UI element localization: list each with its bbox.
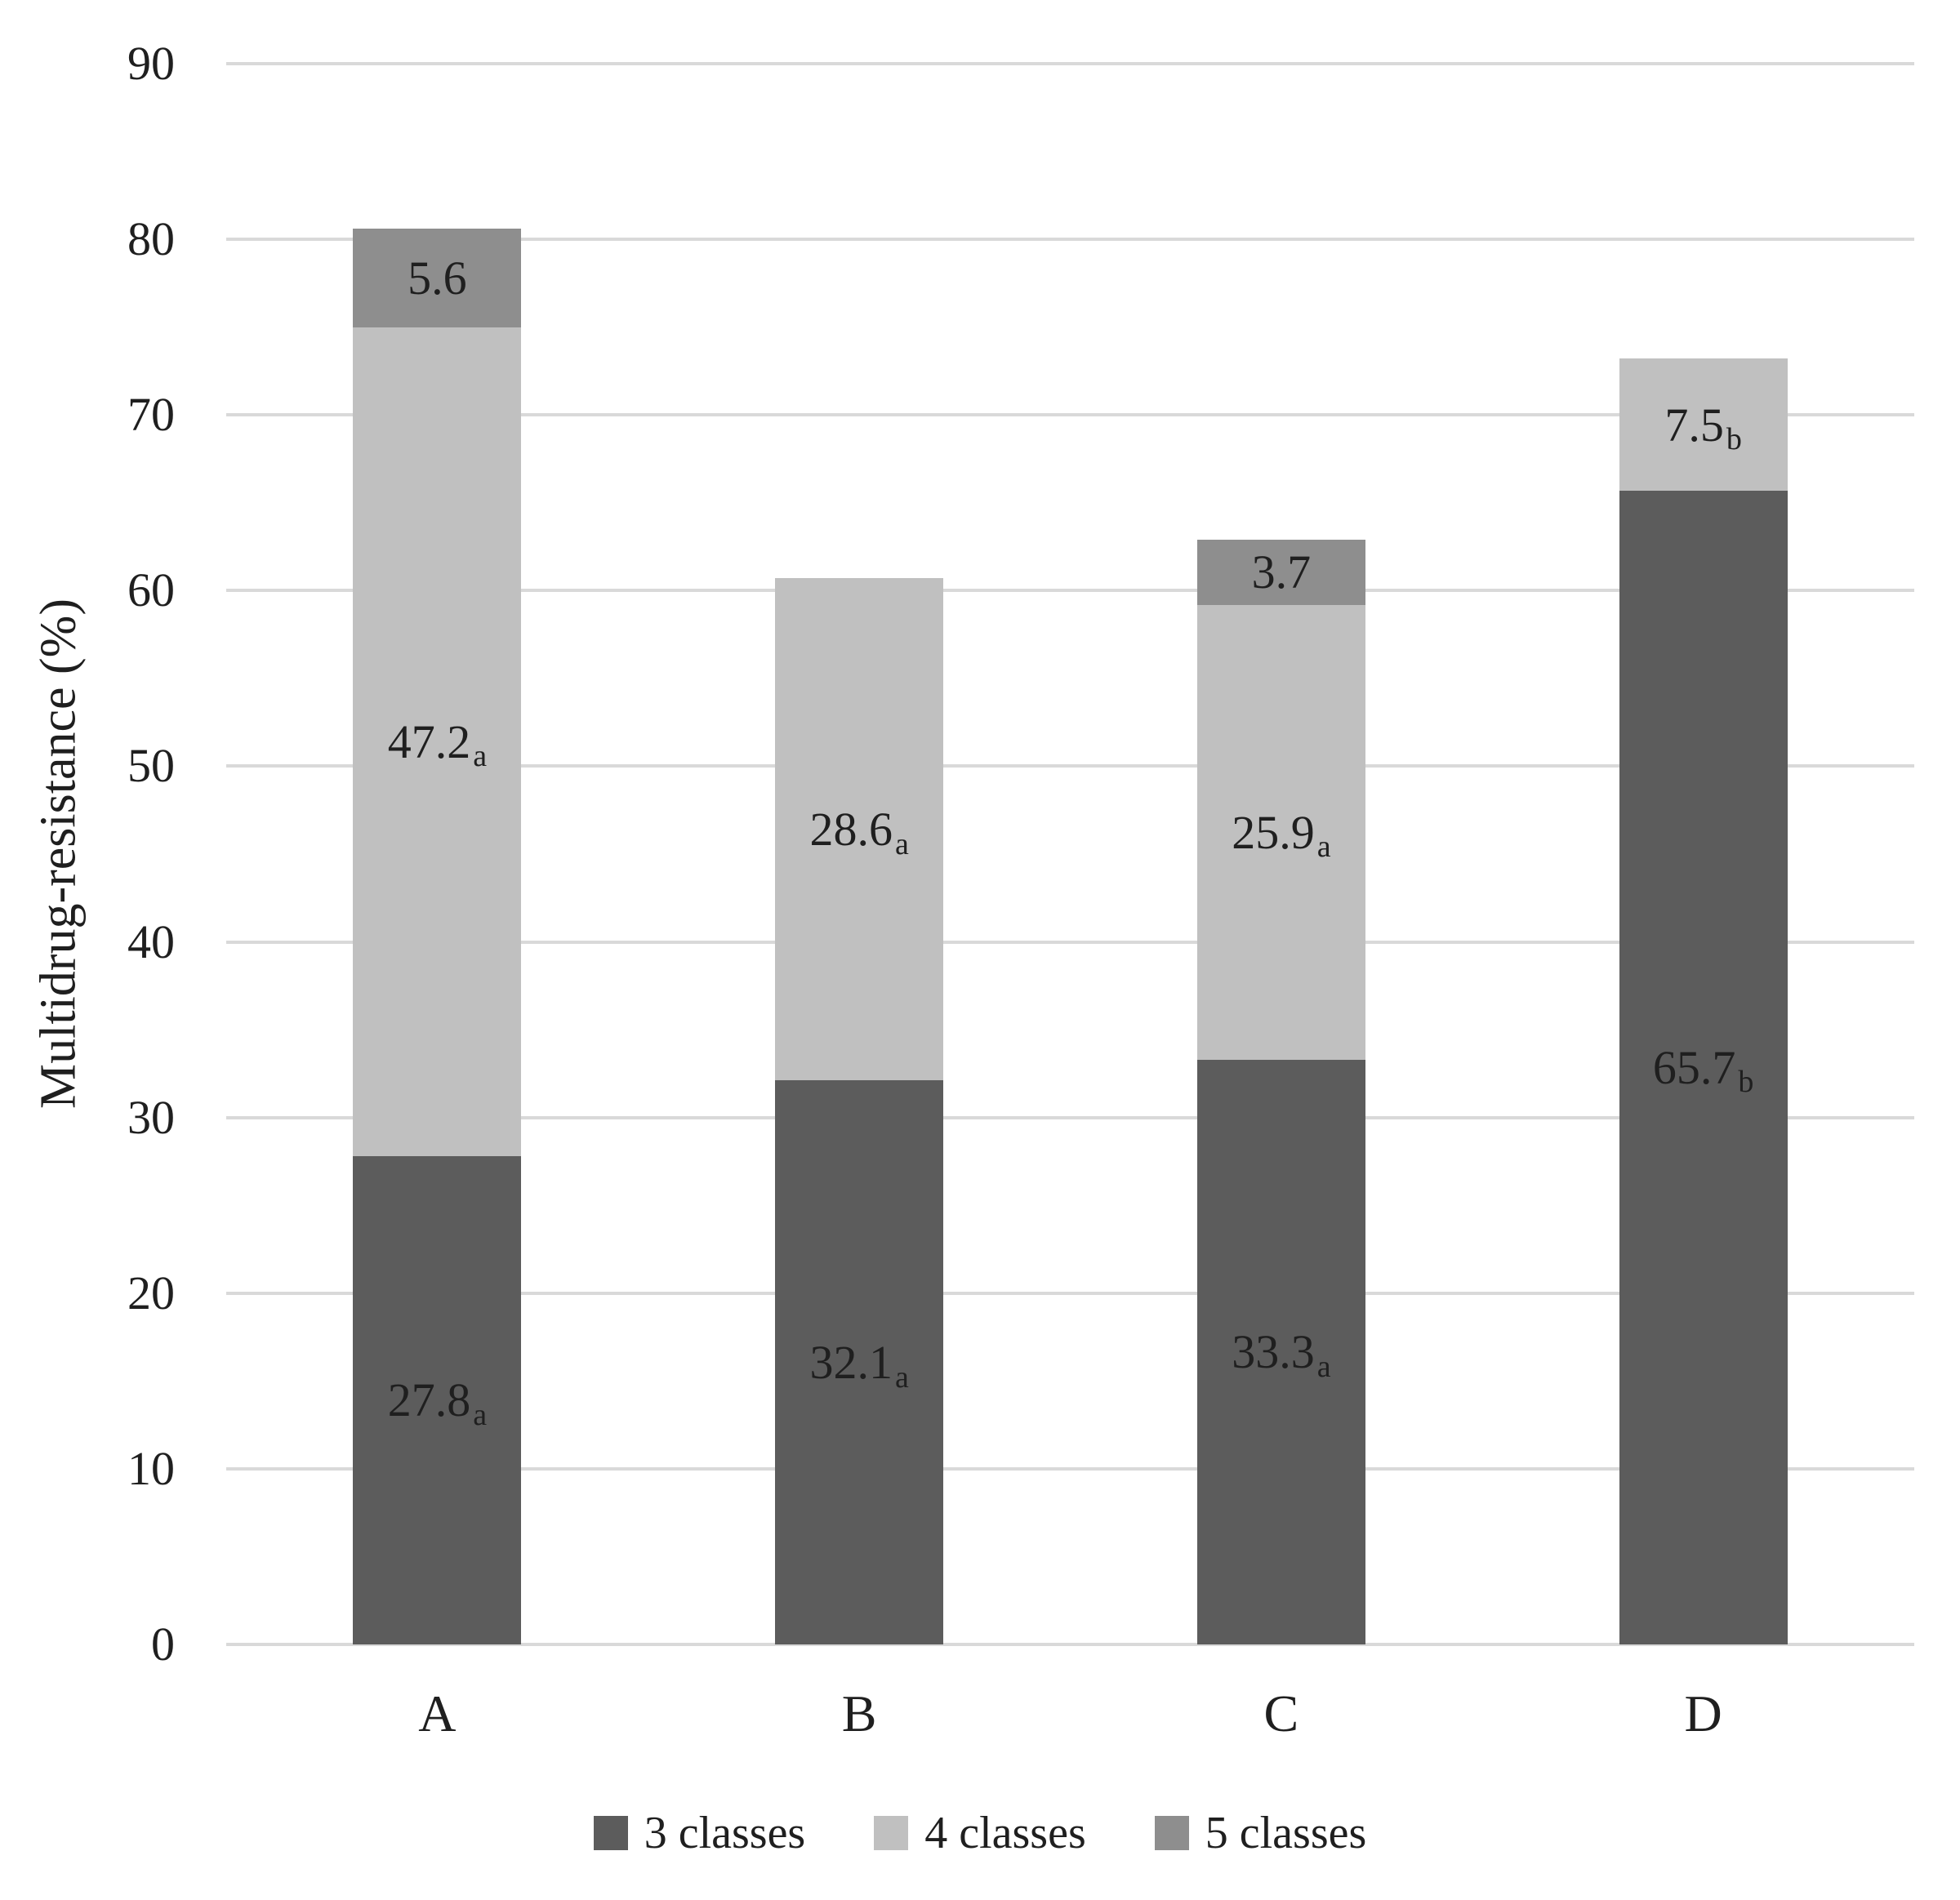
gridline-y-80 <box>226 238 1914 242</box>
segment-value-subscript: b <box>1738 1065 1754 1100</box>
y-tick-label-50: 50 <box>127 739 175 793</box>
segment-value-subscript: a <box>1316 830 1331 865</box>
legend-swatch-icon <box>874 1816 909 1850</box>
gridline-y-30 <box>226 1115 1914 1119</box>
y-tick-label-60: 60 <box>127 563 175 617</box>
segment-value-label: 47.2 <box>387 714 471 768</box>
x-category-label-A: A <box>418 1684 457 1742</box>
segment-value-subscript: a <box>473 739 488 774</box>
segment-value-label: 33.3 <box>1232 1325 1315 1379</box>
bar-segment-C-3-classes: 33.3 a <box>1196 1059 1365 1644</box>
bar-segment-A-3-classes: 27.8 a <box>353 1155 522 1644</box>
gridline-y-40 <box>226 940 1914 944</box>
bar-segment-A-4-classes: 47.2 a <box>353 327 522 1156</box>
legend-swatch-icon <box>1154 1816 1189 1850</box>
segment-value-label: 65.7 <box>1652 1040 1736 1094</box>
y-tick-label-90: 90 <box>127 37 175 90</box>
segment-value-subscript: a <box>894 1359 909 1395</box>
y-tick-label-0: 0 <box>151 1617 175 1671</box>
segment-value-label: 3.7 <box>1251 545 1312 599</box>
legend-label: 5 classes <box>1205 1808 1367 1858</box>
bar-segment-D-3-classes: 65.7 b <box>1619 490 1788 1644</box>
bar-segment-C-5-classes: 3.7 <box>1196 539 1365 605</box>
segment-value-subscript: a <box>473 1397 488 1432</box>
bar-segment-B-3-classes: 32.1 a <box>775 1080 944 1644</box>
y-tick-label-30: 30 <box>127 1090 175 1144</box>
legend-item-5-classes: 5 classes <box>1154 1807 1367 1859</box>
legend-item-3-classes: 3 classes <box>593 1807 806 1859</box>
y-tick-label-70: 70 <box>127 388 175 442</box>
legend-swatch-icon <box>593 1816 628 1850</box>
gridline-y-0 <box>226 1643 1914 1646</box>
bar-segment-D-4-classes: 7.5 b <box>1619 358 1788 491</box>
gridline-y-60 <box>226 589 1914 593</box>
legend-item-4-classes: 4 classes <box>874 1807 1086 1859</box>
x-category-label-D: D <box>1684 1684 1722 1742</box>
x-category-label-B: B <box>841 1684 877 1742</box>
y-tick-label-80: 80 <box>127 212 175 266</box>
segment-value-label: 25.9 <box>1232 805 1315 859</box>
bar-segment-C-4-classes: 25.9 a <box>1196 604 1365 1060</box>
bar-segment-A-5-classes: 5.6 <box>353 229 522 327</box>
legend-label: 4 classes <box>924 1808 1086 1858</box>
segment-value-label: 32.1 <box>809 1336 893 1390</box>
legend-label: 3 classes <box>644 1808 806 1858</box>
gridline-y-20 <box>226 1291 1914 1295</box>
gridline-y-50 <box>226 764 1914 768</box>
gridline-y-90 <box>226 62 1914 65</box>
segment-value-label: 27.8 <box>387 1373 471 1427</box>
segment-value-subscript: a <box>894 826 909 861</box>
x-category-label-C: C <box>1263 1684 1299 1742</box>
y-axis-title: Multidrug-resistance (%) <box>30 598 87 1110</box>
segment-value-label: 7.5 <box>1664 398 1724 452</box>
segment-value-label: 5.6 <box>408 251 467 305</box>
bar-segment-B-4-classes: 28.6 a <box>775 578 944 1081</box>
segment-value-subscript: b <box>1726 422 1742 457</box>
y-tick-label-20: 20 <box>127 1266 175 1319</box>
gridline-y-10 <box>226 1466 1914 1471</box>
y-tick-label-10: 10 <box>127 1441 175 1495</box>
segment-value-subscript: a <box>1316 1349 1331 1384</box>
y-tick-label-40: 40 <box>127 914 175 968</box>
legend: 3 classes 4 classes 5 classes <box>0 1796 1960 1870</box>
segment-value-label: 28.6 <box>809 803 893 857</box>
gridline-y-70 <box>226 413 1914 417</box>
